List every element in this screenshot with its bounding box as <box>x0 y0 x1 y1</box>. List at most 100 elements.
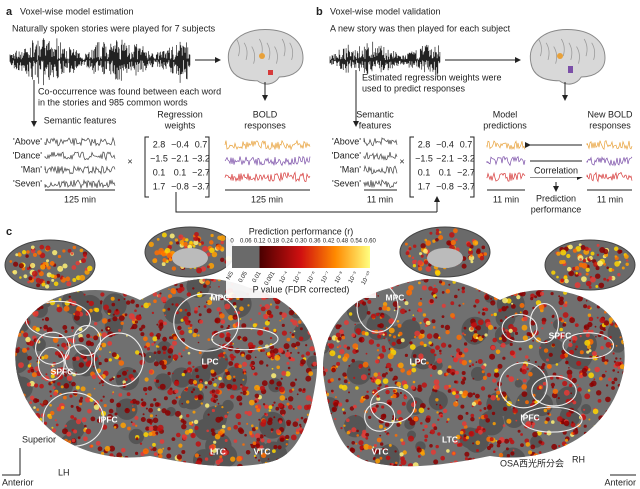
activation <box>448 365 452 369</box>
activation <box>138 278 143 283</box>
activation <box>182 420 187 425</box>
activation <box>546 358 549 362</box>
activation <box>493 326 497 330</box>
activation <box>556 251 561 256</box>
activation <box>294 311 298 315</box>
activation <box>260 306 266 312</box>
activation <box>420 278 424 281</box>
activation <box>498 337 502 341</box>
activation <box>563 420 570 427</box>
activation <box>76 450 82 456</box>
activation <box>75 385 80 390</box>
activation <box>161 345 167 351</box>
activation <box>69 381 71 384</box>
activation <box>152 442 156 447</box>
activation <box>187 370 190 373</box>
activation <box>314 299 317 305</box>
activation <box>125 408 129 411</box>
activation <box>594 430 599 436</box>
activation <box>310 417 316 423</box>
activation <box>167 371 171 376</box>
activation <box>430 363 433 366</box>
activation <box>281 312 288 319</box>
activation <box>514 284 517 287</box>
activation <box>175 410 181 417</box>
colorbar-tick: 0.36 <box>309 239 321 245</box>
activation <box>481 269 484 272</box>
activation <box>551 420 555 424</box>
activation <box>268 319 270 322</box>
activation <box>425 417 431 423</box>
activation <box>495 349 501 355</box>
activation <box>407 270 410 273</box>
activation <box>408 309 411 312</box>
colorbar-tick: 0.48 <box>337 239 349 245</box>
activation <box>396 418 399 421</box>
activation <box>43 428 49 433</box>
activation <box>560 278 565 283</box>
activation <box>338 299 343 304</box>
activation <box>141 324 146 329</box>
activation <box>31 304 34 307</box>
activation <box>155 414 158 417</box>
activation <box>580 437 584 441</box>
activation <box>312 409 316 413</box>
activation <box>506 418 512 424</box>
activation <box>373 372 378 377</box>
activation <box>143 387 148 392</box>
activation <box>385 327 388 329</box>
activation <box>617 273 621 277</box>
activation <box>508 376 515 382</box>
activation <box>334 309 337 313</box>
activation <box>588 316 594 322</box>
flatmap <box>323 269 631 467</box>
activation <box>83 436 88 442</box>
activation <box>298 427 303 431</box>
activation <box>149 446 152 449</box>
activation <box>140 398 144 402</box>
activation <box>211 378 215 381</box>
activation <box>272 449 276 453</box>
activation <box>567 373 573 379</box>
activation <box>16 449 19 452</box>
region-label: IPFC <box>98 414 117 424</box>
activation <box>84 269 90 275</box>
activation <box>384 430 387 433</box>
activation <box>270 352 275 357</box>
activation <box>184 308 188 312</box>
activation <box>40 305 44 309</box>
activation <box>74 310 81 317</box>
audio-waveform <box>329 41 441 77</box>
activation <box>422 313 427 317</box>
activation <box>627 369 631 373</box>
activation <box>287 366 291 370</box>
activation <box>198 454 201 457</box>
activation <box>313 352 317 356</box>
activation <box>457 443 461 447</box>
activation <box>404 242 408 246</box>
activation <box>477 401 482 406</box>
activation <box>149 403 154 408</box>
signal-trace <box>44 136 116 147</box>
activation <box>607 289 611 293</box>
activation <box>218 465 222 467</box>
activation <box>131 326 134 330</box>
activation <box>26 382 31 387</box>
activation <box>171 303 174 306</box>
activation <box>329 437 332 440</box>
activation <box>296 324 299 327</box>
activation <box>454 278 459 282</box>
activation <box>24 449 27 452</box>
sulcus <box>236 38 240 57</box>
weight-value: −3.2 <box>192 153 210 163</box>
activation <box>130 421 133 424</box>
activation <box>493 312 497 317</box>
weight-value: 0.1 <box>439 167 452 177</box>
activation <box>288 356 292 360</box>
activation <box>624 254 629 259</box>
activation <box>488 278 494 281</box>
activation <box>594 273 601 279</box>
activation <box>306 413 310 416</box>
activation <box>602 444 605 447</box>
activation <box>577 387 582 392</box>
